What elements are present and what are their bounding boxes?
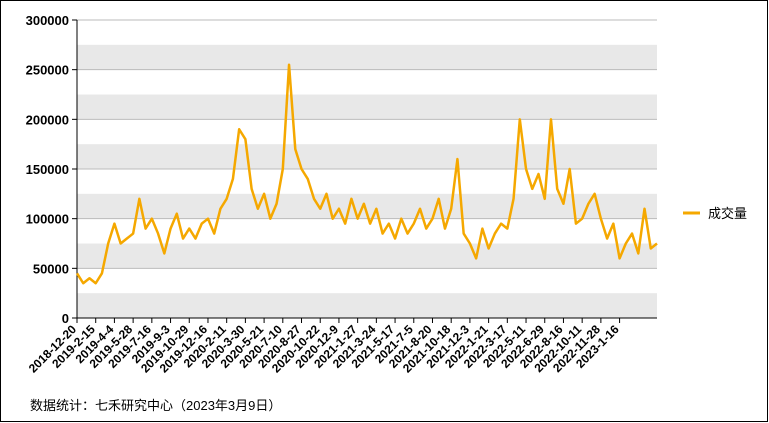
y-tick-label: 0 [62, 311, 69, 326]
grid-band [77, 293, 657, 318]
grid-band [77, 243, 657, 269]
y-tick-label: 250000 [26, 63, 69, 78]
series-line [75, 63, 658, 285]
y-tick-label: 100000 [26, 212, 69, 227]
legend-label: 成交量 [708, 206, 747, 221]
y-tick-label: 200000 [26, 112, 69, 127]
y-tick-label: 150000 [26, 162, 69, 177]
grid-band [77, 144, 657, 169]
grid-band [77, 94, 657, 120]
footnote: 数据统计：七禾研究中心（2023年3月9日） [30, 398, 281, 413]
y-tick-label: 300000 [26, 13, 69, 28]
grid-band [77, 44, 657, 70]
y-tick-label: 50000 [33, 261, 69, 276]
